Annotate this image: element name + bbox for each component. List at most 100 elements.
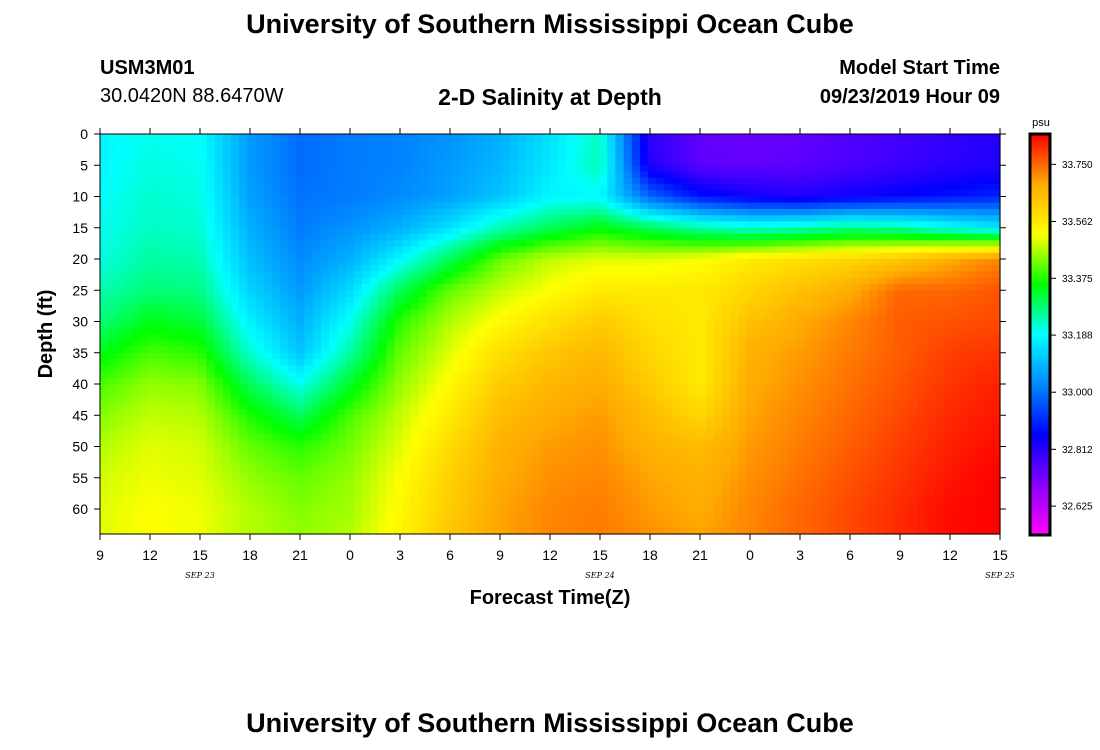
heatmap-cell (615, 284, 625, 291)
heatmap-cell (746, 409, 756, 416)
heatmap-cell (721, 365, 731, 373)
heatmap-cell (713, 246, 723, 254)
heatmap-cell (721, 271, 731, 279)
heatmap-cell (942, 302, 952, 310)
heatmap-cell (492, 190, 502, 198)
heatmap-cell (648, 265, 657, 273)
heatmap-cell (500, 390, 510, 398)
heatmap-cell (910, 365, 919, 373)
heatmap-cell (550, 159, 559, 166)
heatmap-cell (746, 227, 756, 235)
heatmap-cell (296, 246, 306, 254)
heatmap-cell (918, 290, 927, 298)
heatmap-cell (697, 346, 707, 354)
heatmap-cell (206, 346, 216, 354)
heatmap-cell (860, 265, 870, 273)
heatmap-cell (787, 215, 797, 223)
heatmap-cell (280, 171, 289, 179)
heatmap-cell (689, 171, 698, 179)
heatmap-cell (541, 396, 551, 404)
heatmap-cell (631, 365, 641, 373)
heatmap-cell (525, 359, 535, 366)
heatmap-cell (803, 227, 813, 235)
heatmap-cell (599, 184, 608, 191)
heatmap-cell (590, 252, 600, 260)
heatmap-cell (361, 165, 371, 173)
heatmap-cell (623, 409, 633, 416)
heatmap-cell (288, 346, 297, 354)
heatmap-cell (247, 202, 257, 210)
heatmap-cell (689, 209, 698, 216)
heatmap-cell (991, 384, 1001, 391)
heatmap-cell (860, 271, 870, 279)
heatmap-cell (255, 196, 265, 204)
heatmap-cell (664, 271, 674, 279)
heatmap-cell (500, 409, 510, 416)
heatmap-cell (599, 277, 608, 285)
heatmap-cell (901, 352, 911, 360)
heatmap-cell (697, 359, 707, 366)
heatmap-cell (550, 334, 559, 341)
heatmap-cell (877, 221, 887, 229)
heatmap-cell (762, 165, 772, 173)
heatmap-cell (476, 146, 486, 154)
heatmap-cell (525, 209, 535, 216)
heatmap-cell (705, 302, 715, 310)
heatmap-cell (803, 252, 813, 260)
heatmap-cell (730, 177, 739, 185)
heatmap-cell (844, 184, 854, 191)
heatmap-cell (230, 409, 240, 416)
heatmap-cell (738, 215, 747, 223)
heatmap-cell (517, 290, 527, 298)
heatmap-cell (132, 221, 142, 229)
heatmap-cell (820, 327, 829, 335)
heatmap-cell (599, 371, 608, 379)
heatmap-cell (967, 277, 977, 285)
heatmap-cell (811, 252, 821, 260)
heatmap-cell (239, 165, 248, 173)
heatmap-cell (222, 215, 232, 223)
heatmap-cell (738, 184, 747, 191)
heatmap-cell (460, 240, 469, 248)
heatmap-cell (648, 240, 657, 248)
heatmap-cell (492, 290, 502, 298)
heatmap-cell (451, 215, 461, 223)
heatmap-cell (607, 265, 617, 273)
heatmap-cell (451, 377, 461, 385)
heatmap-cell (967, 409, 977, 416)
heatmap-cell (181, 321, 191, 329)
heatmap-cell (353, 296, 363, 304)
heatmap-cell (410, 296, 420, 304)
heatmap-cell (811, 334, 821, 341)
heatmap-cell (500, 296, 510, 304)
heatmap-cell (484, 246, 494, 254)
heatmap-cell (288, 384, 297, 391)
heatmap-cell (378, 240, 387, 248)
heatmap-cell (640, 409, 649, 416)
heatmap-cell (844, 390, 854, 398)
heatmap-cell (942, 240, 952, 248)
heatmap-cell (149, 171, 158, 179)
heatmap-cell (116, 246, 126, 254)
heatmap-cell (419, 315, 428, 323)
heatmap-cell (353, 190, 363, 198)
heatmap-cell (386, 415, 396, 423)
heatmap-cell (811, 171, 821, 179)
heatmap-cell (288, 240, 297, 248)
heatmap-cell (116, 190, 126, 198)
heatmap-cell (967, 152, 977, 160)
heatmap-cell (443, 334, 453, 341)
heatmap-cell (255, 334, 265, 341)
heatmap-cell (975, 346, 985, 354)
heatmap-cell (991, 340, 1001, 348)
heatmap-cell (615, 177, 625, 185)
heatmap-cell (108, 277, 117, 285)
heatmap-cell (918, 377, 927, 385)
heatmap-cell (181, 415, 191, 423)
heatmap-cell (615, 134, 625, 141)
heatmap-cell (975, 252, 985, 260)
heatmap-cell (386, 359, 396, 366)
heatmap-cell (108, 371, 117, 379)
heatmap-cell (222, 171, 232, 179)
